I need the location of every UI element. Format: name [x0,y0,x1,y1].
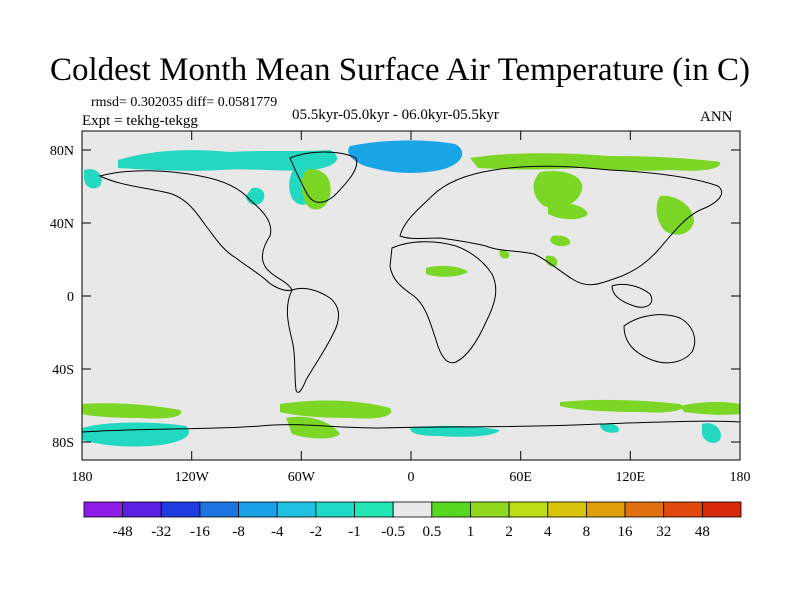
anomaly-warm-far-east [656,195,694,235]
colorbar-label-15: 48 [695,524,710,540]
colorbar-box-12 [547,501,587,518]
season-label: ANN [700,109,733,125]
colorbar-box-8 [392,501,433,518]
coastline-eurasia [399,165,723,286]
x-label-60w: 60W [288,470,316,485]
y-axis-ticks [82,149,740,443]
experiment-label: Expt = tekhg-tekgg [82,113,198,129]
anomaly-cool-east-antarctica [702,423,721,443]
anomaly-warm-arabia [499,249,510,259]
colorbar-box-9 [431,501,471,518]
coastline-southeast-asia [611,283,653,308]
y-axis-labels: 80N 40N 0 40S 80S [50,144,74,451]
x-label-120e: 120E [616,470,646,485]
coastlines [82,151,740,433]
colorbar-box-14 [624,501,665,518]
colorbar-label-1: -32 [151,524,171,540]
coastline-south-america [286,287,339,393]
colorbar-box-2 [160,501,201,518]
x-label-0: 0 [408,470,415,485]
period-label: 05.5kyr-05.0kyr - 06.0kyr-05.5kyr [292,107,499,123]
anomaly-warm-central-asia [548,202,588,220]
y-label-80s: 80S [52,436,74,451]
colorbar-label-7: -0.5 [381,524,405,540]
y-label-40n: 40N [50,217,74,232]
colorbar-box-13 [586,501,626,518]
x-axis-labels: 180 120W 60W 0 60E 120E 180 [72,470,751,485]
y-label-0: 0 [67,290,74,305]
anomaly-warm-southern-ocean-pacific [82,403,182,419]
colorbar-label-0: -48 [113,524,133,540]
colorbar-box-16 [701,501,742,518]
colorbar-box-7 [354,501,394,518]
anomaly-warm-southern-ocean-atlantic [280,400,392,419]
coastline-antarctica [82,420,740,433]
y-label-80n: 80N [50,144,74,159]
colorbar-label-8: 0.5 [422,524,441,540]
colorbar-box-10 [470,501,510,518]
colorbar-label-3: -8 [232,524,245,540]
colorbar-label-5: -2 [310,524,323,540]
colorbar-label-10: 2 [505,524,513,540]
colorbar-box-1 [122,501,162,518]
x-label-180e: 180 [730,470,751,485]
x-label-120w: 120W [175,470,210,485]
colorbar-label-2: -16 [190,524,210,540]
colorbar-box-11 [508,501,549,518]
colorbar-label-6: -1 [348,524,361,540]
map-title: Coldest Month Mean Surface Air Temperatu… [50,52,750,88]
anomaly-warm-indian-ocean-south [560,399,683,413]
anomaly-cool-amundsen [82,422,189,447]
anomaly-field [82,140,740,447]
anomaly-cool-bering [84,169,102,189]
rmsd-diff-stats: rmsd= 0.302035 diff= 0.0581779 [91,95,278,110]
anomaly-warm-west-siberia [533,170,583,209]
colorbar-box-3 [199,501,239,518]
colorbar-box-6 [315,501,355,518]
x-label-180w: 180 [72,470,93,485]
anomaly-warm-sahara [426,265,468,277]
x-label-60e: 60E [509,470,532,485]
colorbar-box-5 [276,501,317,518]
y-label-40s: 40S [52,363,74,378]
coastline-greenland [289,151,358,203]
colorbar-box-15 [663,501,703,518]
colorbar-label-11: 4 [544,524,552,540]
anomaly-cool-antarctic-interior [410,425,500,437]
anomaly-warm-india [545,255,558,267]
colorbar-label-12: 8 [583,524,591,540]
anomaly-cool-arctic-canada [118,150,338,171]
colorbar [83,501,742,518]
colorbar-label-9: 1 [467,524,475,540]
anomaly-warm-ross [680,402,740,415]
anomaly-cool-south-indian [600,423,619,433]
colorbar-box-0 [83,501,124,518]
coastline-africa [389,241,497,364]
colorbar-label-13: 16 [618,524,634,540]
colorbar-box-4 [238,501,278,518]
colorbar-label-14: 32 [656,524,671,540]
anomaly-cold-greenland [348,140,463,173]
coastline-australia [623,314,696,364]
colorbar-labels: -48 -32 -16 -8 -4 -2 -1 -0.5 0.5 1 2 4 8 16 32 48 [113,524,710,540]
colorbar-label-4: -4 [271,524,284,540]
anomaly-warm-greenland-coast [301,169,331,210]
x-axis-ticks [81,131,741,460]
anomaly-warm-weddell [286,416,340,439]
anomaly-warm-tibet [550,235,571,247]
